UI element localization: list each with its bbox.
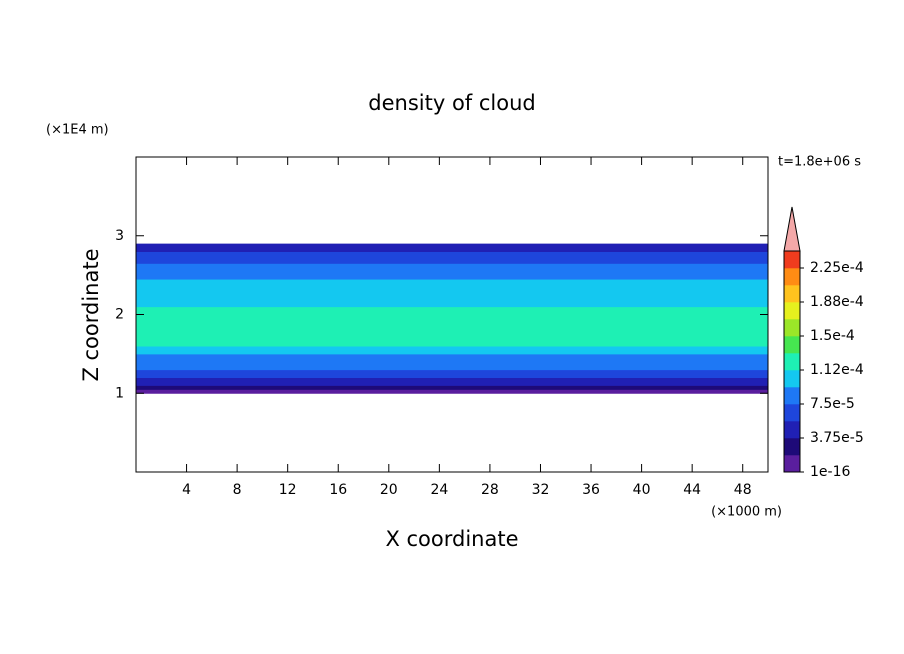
colorbar-extend (783, 206, 801, 252)
x-unit-label: (×1000 m) (711, 505, 782, 520)
y-axis-label: Z coordinate (79, 248, 103, 381)
colorbar-box (784, 353, 800, 371)
colorbar-tick-label: 3.75e-5 (810, 430, 864, 446)
colorbar-tick-label: 1e-16 (810, 464, 850, 480)
y-tick-label: 1 (115, 385, 124, 401)
x-tick-label: 12 (279, 482, 297, 498)
x-tick-label: 24 (430, 482, 448, 498)
x-tick-label: 32 (532, 482, 550, 498)
x-tick-label: 4 (182, 482, 191, 498)
x-tick-label: 48 (734, 482, 752, 498)
x-tick-label: 20 (380, 482, 398, 498)
colorbar-tick-label: 1.88e-4 (810, 294, 864, 310)
contour-band (136, 353, 768, 371)
y-tick-label: 3 (115, 228, 124, 244)
colorbar-box (784, 455, 800, 473)
chart-title: density of cloud (368, 91, 535, 115)
colorbar-box (784, 285, 800, 303)
x-tick-label: 40 (633, 482, 651, 498)
x-tick-label: 28 (481, 482, 499, 498)
y-tick-label: 2 (115, 307, 124, 323)
colorbar-tick-label: 1.5e-4 (810, 328, 855, 344)
colorbar-box (784, 438, 800, 456)
colorbar-box (784, 404, 800, 422)
x-tick-label: 44 (683, 482, 701, 498)
contour-band (136, 263, 768, 280)
colorbar-box (784, 370, 800, 388)
colorbar-box (784, 387, 800, 405)
colorbar-tick-label: 1.12e-4 (810, 362, 864, 378)
time-label: t=1.8e+06 s (778, 155, 861, 170)
x-tick-label: 16 (329, 482, 347, 498)
contour-band (136, 279, 768, 308)
colorbar-box (784, 302, 800, 320)
contour-band (136, 377, 768, 386)
colorbar-box (784, 336, 800, 354)
x-tick-label: 8 (233, 482, 242, 498)
colorbar-box (784, 421, 800, 439)
contour-band (136, 389, 768, 394)
contour-band (136, 306, 768, 347)
colorbar-tick-label: 7.5e-5 (810, 396, 855, 412)
colorbar-box (784, 268, 800, 286)
colorbar-frame (783, 250, 801, 473)
contour-band (136, 346, 768, 355)
colorbar-tick-label: 2.25e-4 (810, 260, 864, 276)
y-unit-label: (×1E4 m) (46, 123, 109, 138)
x-tick-label: 36 (582, 482, 600, 498)
contour-band (136, 243, 768, 252)
contour-band (136, 251, 768, 264)
contour-band (136, 369, 768, 378)
x-axis-label: X coordinate (385, 527, 518, 551)
contour-band (136, 385, 768, 390)
colorbar-box (784, 251, 800, 269)
colorbar-box (784, 319, 800, 337)
